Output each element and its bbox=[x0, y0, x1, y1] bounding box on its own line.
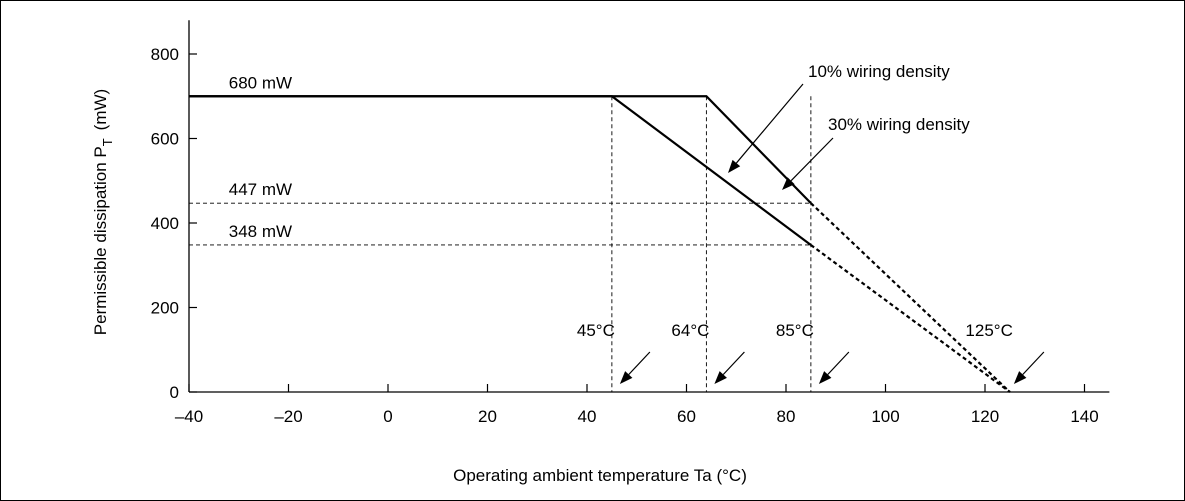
value-label: 680 mW bbox=[229, 73, 292, 92]
y-tick-label: 200 bbox=[151, 299, 179, 318]
reference-lines bbox=[189, 96, 812, 392]
y-axis-title: Permissible dissipation PT (mW) bbox=[91, 89, 115, 335]
series-line bbox=[189, 95, 812, 204]
arrow-shaft bbox=[1022, 351, 1045, 375]
temperature-arrow bbox=[818, 351, 850, 384]
value-label: 348 mW bbox=[229, 222, 292, 241]
x-tick-label: –20 bbox=[274, 407, 302, 426]
arrow-head bbox=[728, 159, 741, 173]
value-label: 447 mW bbox=[229, 180, 292, 199]
x-axis-title: Operating ambient temperature Ta (°C) bbox=[453, 466, 747, 485]
y-axis-title-subscript: T bbox=[100, 138, 115, 146]
y-axis-title-main: Permissible dissipation P bbox=[91, 146, 110, 335]
arrow-head bbox=[818, 371, 832, 384]
arrow-shaft bbox=[827, 351, 850, 375]
temperature-arrow bbox=[714, 351, 745, 384]
x-tick-label: 20 bbox=[478, 407, 497, 426]
temperature-label: 85°C bbox=[776, 321, 814, 340]
temperature-arrow bbox=[1013, 351, 1045, 384]
y-tick-label: 600 bbox=[151, 130, 179, 149]
series-arrow-30pct bbox=[782, 137, 834, 190]
x-tick-label: 120 bbox=[971, 407, 999, 426]
y-tick-label: 0 bbox=[170, 383, 179, 402]
arrow-head bbox=[782, 177, 795, 190]
arrow-shaft bbox=[722, 351, 745, 375]
arrow-head bbox=[619, 371, 633, 384]
x-tick-label: 80 bbox=[777, 407, 796, 426]
arrow-shaft bbox=[735, 83, 804, 164]
series-label-30pct: 30% wiring density bbox=[828, 115, 970, 134]
x-tick-label: 60 bbox=[677, 407, 696, 426]
y-tick-label: 800 bbox=[151, 45, 179, 64]
temperature-label: 45°C bbox=[577, 321, 615, 340]
x-tick-label: 40 bbox=[578, 407, 597, 426]
axes bbox=[188, 20, 1110, 393]
x-tick-label: 100 bbox=[871, 407, 899, 426]
temperature-label: 125°C bbox=[965, 321, 1012, 340]
arrow-head bbox=[1013, 371, 1027, 384]
ticks: –40 –20 0 20 40 60 80 100 120 140 0 200 400 600 800 bbox=[151, 45, 1099, 426]
x-tick-label: 140 bbox=[1070, 407, 1098, 426]
arrow-head bbox=[714, 371, 727, 384]
series-arrow-10pct bbox=[728, 83, 804, 173]
annotations: 680 mW 447 mW 348 mW 45°C 64°C 85°C 125°C 10% w… bbox=[229, 62, 1045, 384]
y-tick-label: 400 bbox=[151, 214, 179, 233]
temperature-arrow bbox=[619, 351, 651, 384]
series-extrapolation bbox=[810, 244, 1011, 393]
series-layer bbox=[189, 95, 1011, 393]
arrow-shaft bbox=[790, 137, 834, 182]
y-axis-title-unit: (mW) bbox=[91, 89, 110, 131]
series-label-10pct: 10% wiring density bbox=[808, 62, 950, 81]
temperature-label: 64°C bbox=[671, 321, 709, 340]
x-tick-label: –40 bbox=[175, 407, 203, 426]
arrow-shaft bbox=[628, 351, 651, 375]
x-tick-label: 0 bbox=[383, 407, 392, 426]
series-extrapolation bbox=[810, 202, 1011, 393]
